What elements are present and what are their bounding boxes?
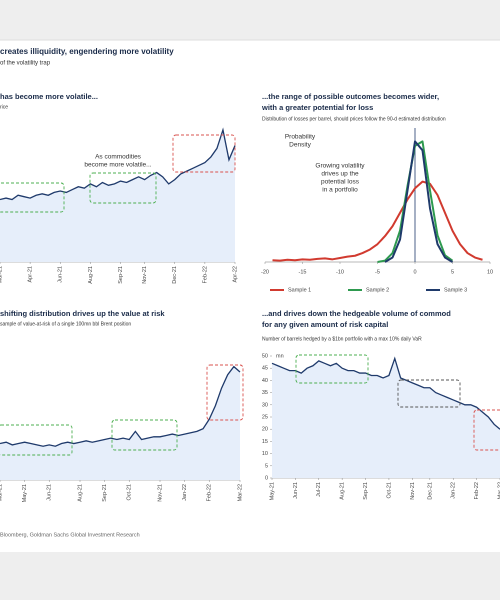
chart-title: has become more volatile...: [0, 92, 98, 101]
y-tick-label: 20: [262, 427, 268, 433]
x-tick-label: Sep-21: [102, 484, 108, 502]
chart-title: with a greater potential for loss: [261, 103, 373, 112]
area-fill: [272, 358, 500, 478]
y-tick-label: 25: [262, 414, 268, 420]
x-tick-label: Jan-22: [451, 482, 457, 499]
highlight-box: [89, 172, 157, 204]
page-subtitle: of the volatility trap: [0, 61, 51, 67]
x-tick-label: Mar-22: [237, 484, 243, 501]
x-tick-label: Sep-21: [118, 266, 124, 284]
line-series: [272, 180, 483, 262]
line-series: [271, 356, 500, 430]
x-tick-label: Oct-21: [127, 484, 133, 501]
x-tick-label: 5: [451, 269, 454, 275]
chart-subtitle: Number of barrels hedged by a $1bn portf…: [262, 336, 422, 342]
area-fill: [0, 366, 240, 480]
x-tick-label: Aug-21: [340, 482, 346, 500]
x-tick-label: Nov-21: [157, 484, 163, 502]
x-tick-label: Nov-21: [142, 266, 148, 284]
highlight-box: [172, 134, 236, 173]
x-tick-label: Sep-21: [363, 482, 369, 500]
x-tick-label: Nov-21: [410, 482, 416, 500]
legend-label: Sample 2: [366, 287, 389, 293]
x-tick-label: May-21: [269, 482, 275, 500]
x-tick-label: Jun-21: [293, 482, 299, 499]
legend-label: Sample 3: [444, 287, 467, 293]
annotation: Probability: [285, 134, 316, 141]
chart-title: shifting distribution drives up the valu…: [0, 309, 165, 318]
x-tick-label: -20: [261, 269, 269, 275]
x-tick-label: Oct-21: [386, 482, 392, 499]
x-tick-label: Apr-22: [232, 266, 238, 283]
annotation: potential loss: [321, 179, 360, 186]
chart-title: ...the range of possible outcomes become…: [262, 92, 439, 101]
y-tick-label: 30: [262, 402, 268, 408]
highlight-box: [0, 424, 73, 456]
line-series: [0, 365, 241, 447]
chart-title: ...and drives down the hedgeable volume …: [262, 309, 451, 318]
source-note: Bloomberg, Goldman Sachs Global Investme…: [0, 532, 140, 538]
y-tick-label: 5: [265, 463, 268, 469]
line-series: [0, 127, 236, 201]
annotation: in a portfolio: [322, 187, 358, 194]
y-unit-label: mn: [276, 353, 284, 359]
highlight-box: [111, 419, 178, 451]
x-tick-label: Feb-22: [474, 482, 480, 499]
x-tick-label: -5: [375, 269, 380, 275]
annotation: drives up the: [321, 171, 359, 178]
chart-panel: ...the range of possible outcomes become…: [261, 92, 493, 293]
legend-label: Sample 1: [288, 287, 311, 293]
area-fill: [0, 129, 235, 262]
x-tick-label: 10: [487, 269, 493, 275]
chart-subtitle: Distribution of losses per barrel, shoul…: [262, 116, 446, 122]
highlight-box: [473, 409, 500, 451]
highlight-box: [0, 182, 65, 213]
chart-subtitle: rice: [0, 104, 8, 110]
y-tick-label: 50: [262, 353, 268, 359]
x-tick-label: Dec-21: [172, 266, 178, 284]
x-tick-label: Feb-22: [207, 484, 213, 501]
page-title: creates illiquidity, engendering more vo…: [0, 47, 174, 56]
chart-title: for any given amount of risk capital: [262, 320, 388, 329]
x-tick-label: May-21: [22, 484, 28, 502]
x-tick-label: Feb-22: [202, 266, 208, 283]
x-tick-label: Dec-21: [427, 482, 433, 500]
y-tick-label: 40: [262, 378, 268, 384]
y-tick-label: 0: [265, 475, 268, 481]
y-tick-label: 35: [262, 390, 268, 396]
y-tick-label: 15: [262, 439, 268, 445]
highlight-box: [295, 354, 369, 384]
line-series: [384, 140, 454, 263]
x-tick-label: -10: [336, 269, 344, 275]
chart-panel: has become more volatile... rice Mar-21 Apr…: [0, 92, 238, 284]
x-tick-label: 0: [413, 269, 416, 275]
chart-panel: shifting distribution drives up the valu…: [0, 309, 243, 502]
annotation: As commodities: [95, 154, 142, 161]
highlight-box: [206, 364, 244, 421]
x-tick-label: Jan-22: [182, 484, 188, 501]
y-tick-label: 45: [262, 366, 268, 372]
x-tick-label: Mar-21: [0, 266, 3, 283]
annotation: become more volatile...: [84, 162, 151, 169]
chart-subtitle: sample of value-at-risk of a single 100m…: [0, 321, 131, 327]
x-tick-label: Mar-22: [497, 482, 500, 499]
x-tick-label: Apr-21: [28, 266, 34, 283]
chart-panel: ...and drives down the hedgeable volume …: [262, 309, 500, 500]
x-tick-label: Jun-21: [47, 484, 53, 501]
x-tick-label: Mar-21: [0, 484, 3, 501]
x-tick-label: Aug-21: [88, 266, 94, 284]
highlight-box: [397, 379, 461, 408]
x-tick-label: -15: [299, 269, 307, 275]
annotation: Density: [289, 142, 311, 149]
x-tick-label: Jun-21: [58, 266, 64, 283]
y-tick-label: 10: [262, 451, 268, 457]
x-tick-label: Aug-21: [77, 484, 83, 502]
x-tick-label: Jul-21: [316, 482, 322, 497]
annotation: Growing volatility: [315, 163, 365, 170]
